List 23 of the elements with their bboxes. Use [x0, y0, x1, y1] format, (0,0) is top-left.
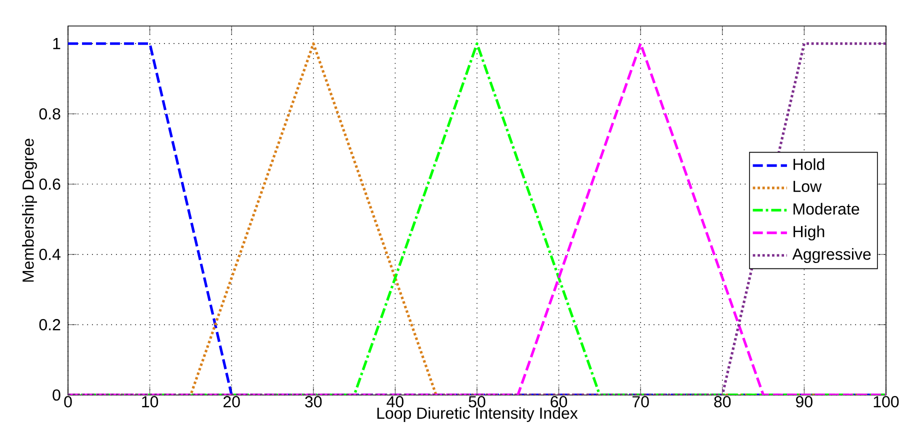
x-tick-label: 80: [714, 396, 731, 408]
x-tick-label: 60: [550, 396, 568, 408]
legend-label: Moderate: [794, 202, 860, 215]
x-tick-label: 100: [874, 396, 899, 408]
x-axis-title: Loop Diuretic Intensity Index: [377, 407, 578, 422]
y-tick-label: 0.4: [39, 248, 60, 260]
legend-label: Hold: [794, 158, 824, 170]
x-tick-label: 90: [796, 396, 812, 408]
legend-label: Aggressive: [792, 248, 871, 264]
legend-label: High: [794, 225, 824, 240]
x-tick-label: 0: [64, 396, 72, 408]
x-tick-label: 50: [468, 396, 486, 408]
x-tick-label: 20: [224, 396, 240, 408]
y-tick-label: 1: [53, 38, 60, 50]
y-tick-label: 0.8: [39, 108, 60, 120]
y-tick-label: 0.2: [39, 319, 60, 330]
y-tick-label: 0.6: [39, 178, 60, 190]
x-tick-label: 70: [632, 396, 649, 408]
legend-label: Low: [794, 180, 822, 192]
x-tick-label: 40: [386, 396, 404, 408]
y-axis-title: Membership Degree: [22, 138, 37, 282]
x-tick-label: 30: [305, 396, 322, 408]
x-tick-label: 10: [142, 396, 158, 408]
